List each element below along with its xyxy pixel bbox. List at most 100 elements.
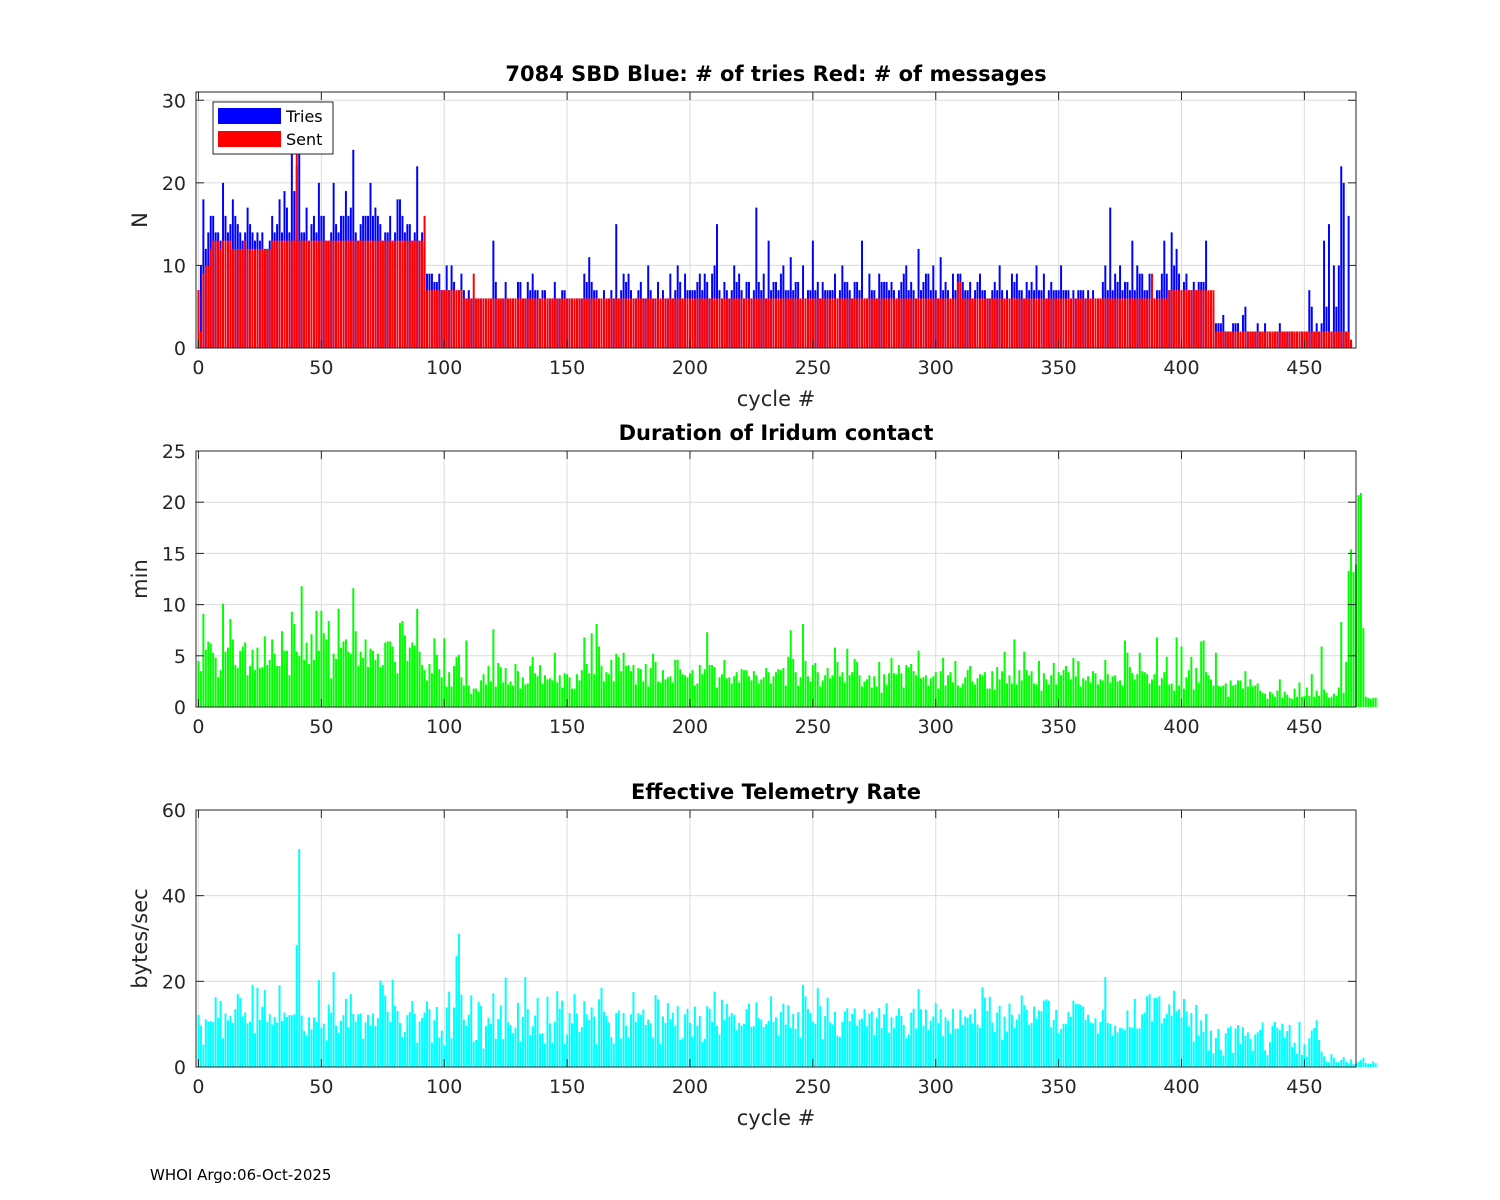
bar [1119,298,1122,348]
bar [1025,670,1028,707]
bar [1256,1032,1259,1067]
bar [951,682,954,707]
bar [558,298,561,348]
bar [927,685,930,707]
bar [969,298,972,348]
bar [553,1021,556,1067]
bar [743,298,746,348]
bar [1254,1034,1257,1067]
bar [666,1003,669,1067]
bar [841,672,844,707]
bar [571,1023,573,1067]
bar [792,298,795,348]
chart-title: 7084 SBD Blue: # of tries Red: # of mess… [505,62,1046,86]
bar [1170,290,1173,348]
bar [1170,683,1173,707]
bar [1055,298,1058,348]
bar [1185,677,1188,707]
bar [268,659,271,707]
bar [1190,1013,1193,1067]
bar [401,240,404,348]
y-axis-label: min [128,559,152,599]
y-tick-label: 60 [162,800,186,822]
bar [497,298,500,348]
bar [757,298,760,348]
x-tick-label: 250 [795,1076,831,1098]
bar [979,298,981,348]
bar [1010,683,1013,707]
bar [1345,331,1348,348]
bar [386,641,389,707]
bar [627,665,630,707]
bar [843,682,846,707]
bar [811,240,814,348]
bar [226,647,229,707]
bar [396,1010,399,1067]
bar [1092,1023,1095,1067]
bar [634,298,637,348]
bar [1232,331,1235,348]
bar [1126,652,1129,707]
bar [335,240,338,348]
bar [870,298,873,348]
bar [1065,298,1067,348]
bar [745,670,748,707]
bar [391,240,394,348]
bar [1207,1050,1210,1067]
bar [288,240,291,348]
bar [401,620,404,707]
bar [784,1024,787,1067]
bar [556,298,559,348]
bar [895,674,898,707]
bar [949,298,952,348]
bar [1131,673,1134,707]
bar [856,298,859,348]
bar [340,1020,342,1067]
bar [996,667,999,707]
y-tick-label: 5 [174,646,186,668]
bar [340,647,342,707]
bar [998,679,1001,707]
bar [797,298,800,348]
bar [595,624,598,707]
bar [315,240,318,348]
bar [1023,298,1026,348]
bar [450,686,453,707]
bar [1315,1020,1318,1067]
bar [964,1016,967,1067]
bar [826,298,829,348]
bar [617,298,620,348]
bar [956,1028,959,1067]
x-tick-label: 50 [309,357,333,379]
bar [789,1028,792,1067]
bar [568,1013,571,1067]
bar [713,991,716,1067]
bar [652,653,655,707]
bar [932,676,935,707]
x-tick-label: 300 [918,716,954,738]
x-tick-label: 150 [549,716,585,738]
bar [551,1042,554,1067]
bar [787,1005,790,1067]
bar [433,1020,436,1067]
bar [988,688,991,707]
bar [546,679,549,707]
bar [1052,1019,1055,1067]
bar [929,298,932,348]
bar [509,681,512,707]
bar [477,298,480,348]
bar [489,298,492,348]
bar [792,1013,795,1067]
bar [607,674,610,707]
bar [1003,1016,1006,1067]
bar [873,298,876,348]
bar [367,1014,370,1067]
bar [239,998,242,1067]
bar [1269,331,1271,348]
bar [1323,689,1326,707]
bar [568,677,571,707]
bar [959,1009,962,1067]
bar [927,1030,930,1067]
bar [1050,1027,1053,1067]
bar [209,643,212,707]
